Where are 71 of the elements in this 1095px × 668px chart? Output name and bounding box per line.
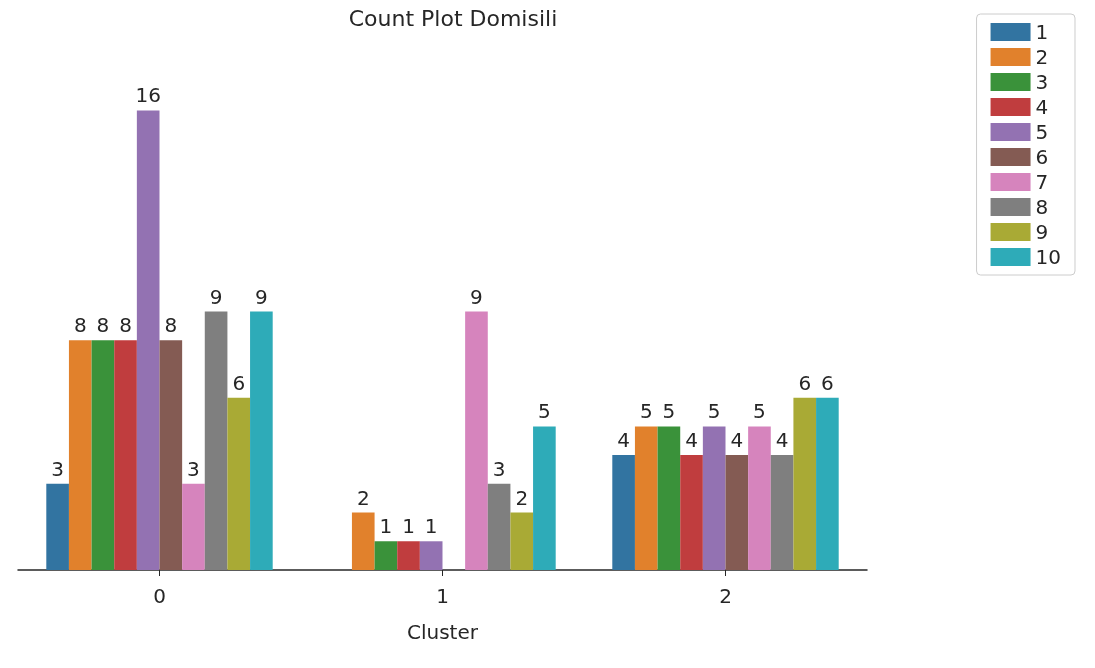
- bar: [533, 426, 556, 570]
- legend-label: 7: [1035, 170, 1049, 194]
- bar: [657, 426, 681, 570]
- bar: [159, 340, 183, 570]
- data-label: 8: [164, 313, 178, 338]
- bar: [612, 455, 635, 570]
- data-label: 6: [798, 370, 812, 395]
- bar: [465, 311, 488, 570]
- bar: [46, 483, 69, 570]
- legend-label: 3: [1035, 70, 1049, 94]
- data-label: 9: [470, 284, 483, 309]
- bar: [374, 541, 398, 570]
- bar: [91, 340, 115, 570]
- chart-title: Count Plot Domisili: [348, 5, 558, 31]
- data-label: 4: [617, 428, 630, 453]
- bar: [397, 541, 420, 570]
- data-label: 8: [119, 313, 132, 338]
- data-label: 8: [73, 313, 87, 338]
- data-label: 5: [662, 399, 676, 424]
- data-label: 5: [538, 399, 551, 424]
- legend-label: 8: [1035, 195, 1049, 219]
- data-label: 2: [356, 485, 370, 510]
- data-label: 1: [424, 514, 438, 539]
- bar: [351, 512, 375, 570]
- data-label: 1: [379, 514, 393, 539]
- bar: [419, 541, 443, 570]
- bar: [250, 311, 273, 570]
- legend-label: 4: [1035, 95, 1049, 119]
- legend-label: 2: [1035, 45, 1049, 69]
- data-label: 4: [730, 428, 744, 453]
- bar: [68, 340, 92, 570]
- bar: [680, 455, 703, 570]
- bar: [204, 311, 228, 570]
- bar: [227, 397, 251, 570]
- bar: [487, 483, 511, 570]
- data-label: 5: [753, 399, 766, 424]
- data-label: 2: [515, 485, 529, 510]
- bar: [816, 397, 839, 570]
- bar: [182, 483, 205, 570]
- data-label: 3: [492, 456, 506, 481]
- bar: [770, 455, 794, 570]
- x-tick-label: 2: [719, 584, 732, 608]
- bar: [702, 426, 726, 570]
- data-label: 6: [821, 370, 834, 395]
- data-label: 3: [51, 456, 64, 481]
- data-label: 5: [707, 399, 721, 424]
- x-tick-label: 0: [153, 584, 166, 608]
- data-label: 3: [187, 456, 200, 481]
- bar: [114, 340, 137, 570]
- legend-label: 6: [1035, 145, 1049, 169]
- data-label: 8: [96, 313, 110, 338]
- legend-label: 5: [1035, 120, 1049, 144]
- bar: [136, 110, 160, 570]
- legend-label: 9: [1035, 220, 1049, 244]
- legend-label: 10: [1035, 245, 1061, 269]
- bar: [725, 455, 749, 570]
- x-tick-label: 1: [436, 584, 449, 608]
- bar: [793, 397, 817, 570]
- bar: [748, 426, 771, 570]
- data-label: 4: [685, 428, 698, 453]
- legend-label: 1: [1035, 20, 1049, 44]
- data-label: 4: [775, 428, 789, 453]
- data-label: 5: [639, 399, 653, 424]
- x-axis-title: Cluster: [407, 620, 479, 644]
- data-label: 16: [135, 83, 161, 108]
- data-label: 1: [402, 514, 415, 539]
- data-label: 9: [255, 284, 268, 309]
- bar: [634, 426, 658, 570]
- data-label: 9: [209, 284, 223, 309]
- data-label: 6: [232, 370, 246, 395]
- bar: [510, 512, 534, 570]
